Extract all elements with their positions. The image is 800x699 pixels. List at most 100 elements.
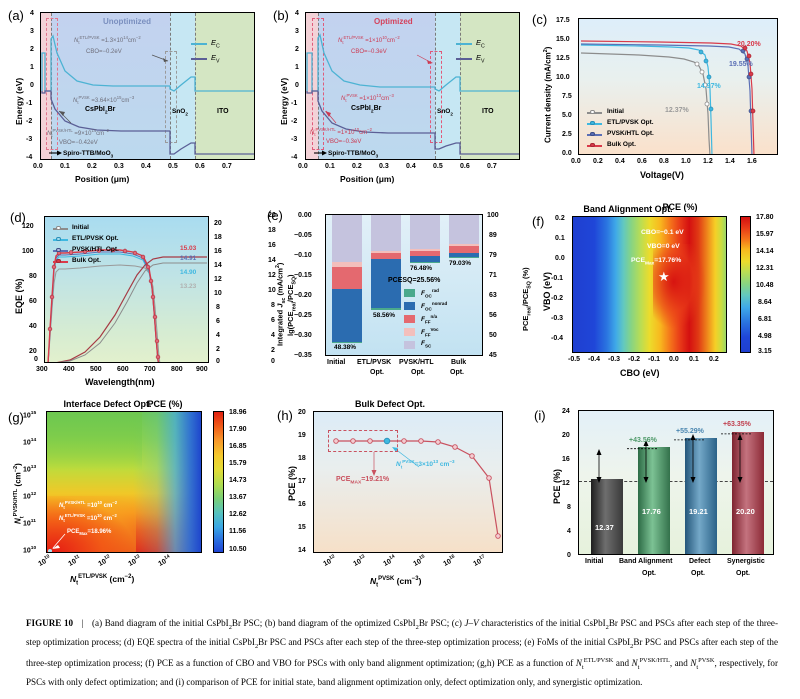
panel-c-ylabel: Current density (mA/cm2)	[543, 46, 553, 143]
panel-h-label: (h)	[277, 408, 293, 423]
legend-pvsk-htl: PVSK/HTL Opt.	[72, 246, 119, 253]
panel-d-jsc-pvsk: 14.91	[180, 255, 197, 262]
panel-f: (f) Band Alignment Opt. 0.2 0.1 0.0 -0.1…	[530, 196, 800, 396]
legend-etl-pvsk: ETL/PVSK Opt.	[607, 119, 654, 126]
seg-voc-nonrad	[410, 256, 440, 262]
bar-initial	[332, 215, 362, 343]
panel-b-xlabel: Position (μm)	[340, 174, 395, 184]
panel-f-ann-vbo: VBO=0 eV	[647, 243, 680, 250]
panel-h-xlabel: NtPVSK (cm−3)	[370, 576, 422, 589]
figure-number: FIGURE 10	[26, 618, 74, 628]
seg-voc-rad	[332, 342, 362, 343]
panel-b-ann-sno2: SnO2	[437, 108, 453, 117]
bar-bulk	[449, 215, 479, 258]
bar-etl-pvsk	[371, 215, 401, 310]
panel-c-value-initial: 12.37%	[665, 107, 689, 114]
panel-b-plot: NtETL/PVSK =1×1010cm−2 CBO=−0.3eV NtPVSK…	[305, 12, 520, 160]
panel-b-arrows	[314, 54, 433, 156]
panel-f-title: Band Alignment Opt.	[583, 204, 673, 214]
seg-ff-voc	[371, 250, 401, 254]
panel-a: (a) 4 3 2 1 0 -1 -2 -3 -4 Energy (eV)	[0, 0, 265, 196]
panel-b-ann-vbo: VBO=−0.3eV	[326, 139, 362, 145]
bar-synergistic	[732, 431, 764, 554]
panel-e: (e) 0.00 −0.05 −0.10 −0.15 −0.20 −0.25 −…	[267, 208, 533, 376]
panel-f-ylabel: VBO (eV)	[542, 271, 552, 311]
panel-h-ann-pcemax: PCEMAX=19.21%	[336, 476, 390, 486]
panel-d-ylabel: EQE (%)	[14, 278, 24, 314]
panel-g: (g) Interface Defect Opt. 1015 1014 1013…	[0, 396, 265, 601]
panel-f-cbar-title: PCE (%)	[662, 202, 698, 212]
panel-a-ann-spiro: Spiro-TTB/MoO3	[63, 150, 114, 159]
layer-ito	[460, 13, 519, 159]
panel-g-xlabel: NtETL/PVSK (cm−2)	[70, 574, 135, 587]
panel-g-arrow	[48, 533, 66, 552]
defect-box-right	[430, 51, 442, 143]
panel-a-plot: NtETL/PVSK =1.3×1014cm−2 CBO=−0.2eV NtPV…	[40, 12, 255, 160]
star-marker: ★	[658, 269, 670, 284]
seg-ff	[410, 250, 440, 257]
delta-label-synergistic: +63.35%	[723, 421, 751, 428]
panel-h-ann-nt: NtPVSK=3×1013 cm−3	[396, 459, 455, 470]
panel-c-value-etl: 14.97%	[697, 83, 721, 90]
panel-a-title: Unoptimized	[103, 17, 151, 26]
panel-i-reference-line	[579, 481, 773, 483]
panel-a-ev-curve	[41, 90, 254, 155]
panel-f-label: (f)	[532, 214, 545, 229]
legend-bulk: Bulk Opt.	[607, 141, 636, 148]
panel-h-curve	[333, 437, 501, 539]
panel-a-ann-ito: ITO	[217, 108, 229, 115]
panel-d-label: (d)	[10, 210, 26, 225]
panel-d: (d) 120 100 80 60 40 20 0 0 EQE (%)	[10, 210, 222, 387]
seg-voc-nonrad	[449, 252, 479, 257]
panel-b-label: (b)	[273, 8, 289, 23]
panel-e-ylabel-lg: lg(PCEreal/PCESQ)	[286, 274, 298, 336]
seg-ff	[332, 267, 362, 290]
bar-initial	[591, 479, 623, 554]
seg-voc-nonrad	[371, 258, 401, 309]
bar-pvsk-htl	[410, 215, 440, 263]
panel-h-ylabel: PCE (%)	[287, 465, 297, 501]
swatch-foc-rad	[404, 289, 415, 297]
panel-e-plot: 48.38% 58.56% 76.48% 79.03%	[325, 214, 483, 356]
legend-initial: Initial	[72, 224, 89, 231]
bar-label-etl: 58.56%	[373, 312, 396, 319]
panel-f-xlabel: CBO (eV)	[620, 368, 660, 378]
panel-d-curves	[47, 247, 207, 362]
panel-h-title: Bulk Defect Opt.	[354, 399, 425, 409]
panel-a-ylabel: Energy (eV)	[14, 77, 24, 125]
caption-separator: |	[81, 618, 84, 628]
panel-c: (c) 17.5 15.0 12.5 10.0 7.5 5.0 2.5 0.0 …	[530, 0, 800, 196]
panel-b-ann-spiro: Spiro-TTB/MoO3	[328, 150, 379, 159]
legend-pvsk-htl: PVSK/HTL Opt.	[607, 130, 654, 137]
seg-fsc	[410, 215, 440, 249]
panel-h: (h) Bulk Defect Opt. 20 19 18 17 16 15 1…	[265, 396, 530, 601]
panel-d-jsc-bulk: 15.03	[180, 245, 197, 252]
delta-label-band: +43.56%	[629, 437, 657, 444]
swatch-fff-voc	[404, 328, 415, 336]
panel-g-ylabel: NtPVSK/HTL (cm−2)	[13, 463, 26, 524]
seg-fsc	[332, 215, 362, 262]
panel-a-ann-nt-htl: NtPVSK/HTL =9×1014cm−2	[47, 128, 109, 139]
bar-label-initial: 48.38%	[334, 344, 357, 351]
swatch-foc-nonrad	[404, 302, 415, 310]
panel-i-label: (i)	[534, 408, 546, 423]
panel-a-ann-sno2: SnO2	[172, 108, 188, 117]
panel-e-label: (e)	[267, 208, 283, 223]
seg-voc-rad	[371, 308, 401, 310]
panel-c-value-bulk: 20.20%	[737, 41, 761, 48]
panel-g-heatmap: NtPVSK/HTL =1010 cm−2 NtETL/PVSK =1010 c…	[46, 411, 202, 553]
seg-voc-rad	[449, 256, 479, 258]
panel-h-highlight-box	[328, 430, 398, 452]
panel-c-curves	[580, 40, 756, 154]
panel-g-cbar-title: PCE (%)	[147, 399, 183, 409]
legend-bulk: Bulk Opt.	[72, 257, 101, 264]
panel-b-title: Optimized	[374, 17, 413, 26]
panel-i-ylabel: PCE (%)	[552, 468, 562, 504]
panel-f-ann-cbo: CBO=−0.1 eV	[641, 229, 684, 236]
panel-g-title: Interface Defect Opt.	[63, 399, 152, 409]
panel-g-ann-pcemax: PCEMax=18.96%	[67, 529, 112, 537]
layer-sno2	[170, 13, 195, 159]
delta-label-defect: +55.29%	[676, 428, 704, 435]
bar-label-pvsk: 76.48%	[410, 265, 433, 272]
seg-ff	[449, 246, 479, 253]
